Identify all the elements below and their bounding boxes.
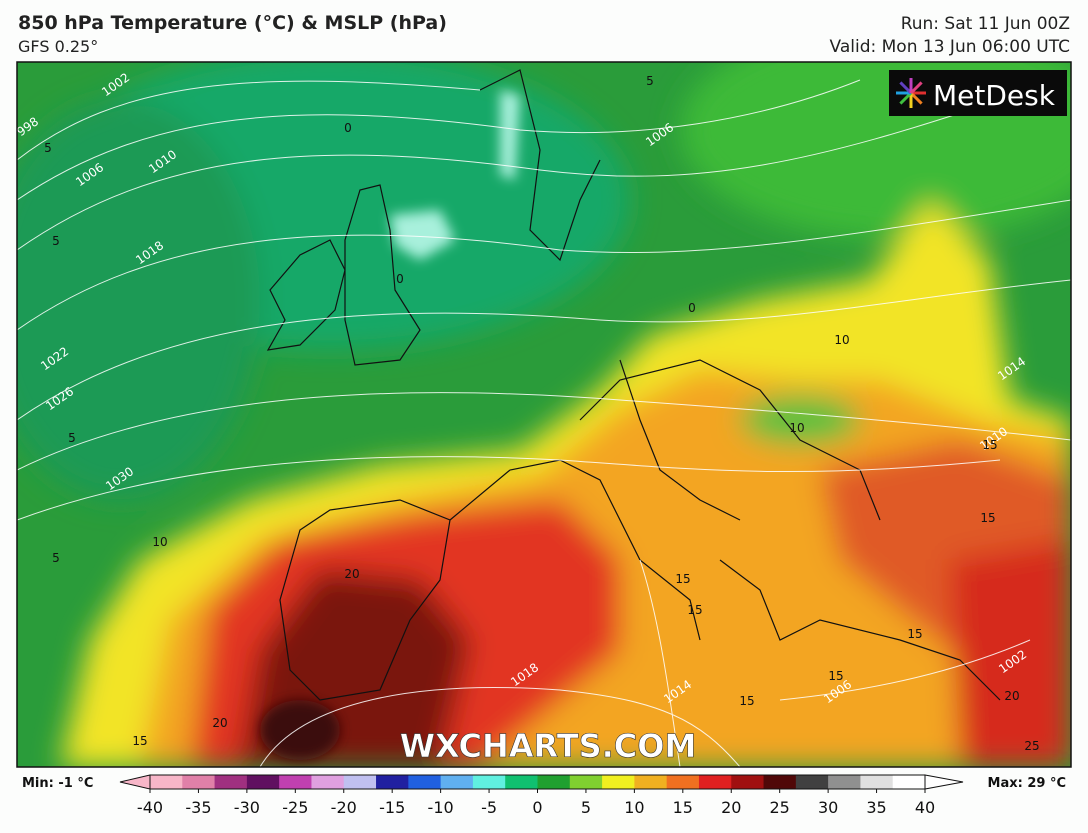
temperature-label: 15	[132, 734, 147, 748]
colorbar-swatch	[892, 775, 926, 789]
colorbar-swatch	[666, 775, 700, 789]
temperature-label: 15	[980, 511, 995, 525]
colorbar-end	[924, 774, 964, 790]
colorbar-tick-label: -5	[481, 798, 497, 817]
logo-ray	[899, 91, 913, 105]
title: 850 hPa Temperature (°C) & MSLP (hPa)	[18, 12, 447, 34]
colorbar-swatch	[182, 775, 216, 789]
colorbar-tick-label: 40	[915, 798, 935, 817]
colorbar-swatch	[602, 775, 635, 789]
colorbar-swatch	[795, 775, 829, 789]
colorbar-swatch	[343, 775, 377, 789]
temperature-label: 10	[834, 333, 849, 347]
temperature-label: 0	[396, 272, 404, 286]
colorbar-tick-label: -15	[379, 798, 405, 817]
temperature-label: 0	[688, 301, 696, 315]
colorbar-swatch	[472, 775, 506, 789]
temperature-label: 15	[828, 669, 843, 683]
max-label: Max: 29 °C	[988, 776, 1066, 791]
colorbar-tick-label: 20	[721, 798, 741, 817]
temperature-label: 5	[68, 431, 76, 445]
temperature-label: 5	[52, 234, 60, 248]
colorbar-swatch	[731, 775, 765, 789]
colorbar-swatch	[569, 775, 603, 789]
colorbar-tick-label: 10	[624, 798, 644, 817]
colorbar-swatch	[376, 775, 409, 789]
colorbar-tick-label: -30	[234, 798, 260, 817]
colorbar: -40 -35 -30 -25 -20 -15 -10 -5 0 5 10 15 20 25 30 35 40	[119, 774, 964, 817]
temperature-label: 5	[44, 141, 52, 155]
colorbar-tick-label: 35	[866, 798, 886, 817]
temperature-label: 5	[646, 74, 654, 88]
colorbar-tick-label: 30	[818, 798, 838, 817]
colorbar-swatch	[214, 775, 248, 789]
subtitle: GFS 0.25°	[18, 37, 99, 56]
colorbar-tick-label: -25	[282, 798, 308, 817]
colorbar-swatch	[408, 775, 442, 789]
logo: MetDesk	[889, 70, 1067, 116]
colorbar-tick-label: -40	[137, 798, 163, 817]
colorbar-tick-label: -20	[331, 798, 357, 817]
isobars	[17, 79, 1071, 767]
colorbar-swatch	[828, 775, 861, 789]
colorbar-end	[119, 774, 151, 790]
watermark: WXCHARTS.COM	[400, 727, 697, 765]
colorbar-swatch	[634, 775, 668, 789]
colorbar-swatch	[860, 775, 894, 789]
colorbar-swatch	[279, 775, 312, 789]
logo-text: MetDesk	[933, 79, 1056, 112]
colorbar-tick-label: -35	[185, 798, 211, 817]
temperature-label: 15	[675, 572, 690, 586]
temperature-label: 20	[1004, 689, 1019, 703]
valid-time: Valid: Mon 13 Jun 06:00 UTC	[829, 37, 1070, 57]
temperature-label: 25	[1024, 739, 1039, 753]
colorbar-swatch	[763, 775, 797, 789]
colorbar-swatch	[440, 775, 474, 789]
colorbar-swatch	[311, 775, 345, 789]
min-label: Min: -1 °C	[22, 776, 93, 791]
temperature-label: 5	[52, 551, 60, 565]
colorbar-swatch	[698, 775, 732, 789]
temperature-label: 0	[344, 121, 352, 135]
colorbar-tick-label: -10	[428, 798, 454, 817]
colorbar-swatch	[537, 775, 571, 789]
colorbar-swatch	[246, 775, 280, 789]
temperature-label: 10	[789, 421, 804, 435]
temperature-label: 15	[907, 627, 922, 641]
logo-ray	[909, 91, 923, 105]
logo-ray	[909, 81, 923, 95]
map-frame	[16, 61, 1072, 768]
temperature-label: 10	[152, 535, 167, 549]
colorbar-tick-label: 15	[673, 798, 693, 817]
colorbar-tick-label: 25	[770, 798, 790, 817]
temperature-label: 15	[739, 694, 754, 708]
logo-ray	[899, 81, 913, 95]
colorbar-swatch	[505, 775, 538, 789]
temperature-label: 20	[344, 567, 359, 581]
colorbar-swatch	[150, 775, 183, 789]
temperature-label: 15	[687, 603, 702, 617]
colorbar-tick-label: 5	[581, 798, 591, 817]
run-time: Run: Sat 11 Jun 00Z	[900, 14, 1070, 34]
temperature-label: 15	[982, 438, 997, 452]
temperature-label: 20	[212, 716, 227, 730]
colorbar-tick-label: 0	[532, 798, 542, 817]
